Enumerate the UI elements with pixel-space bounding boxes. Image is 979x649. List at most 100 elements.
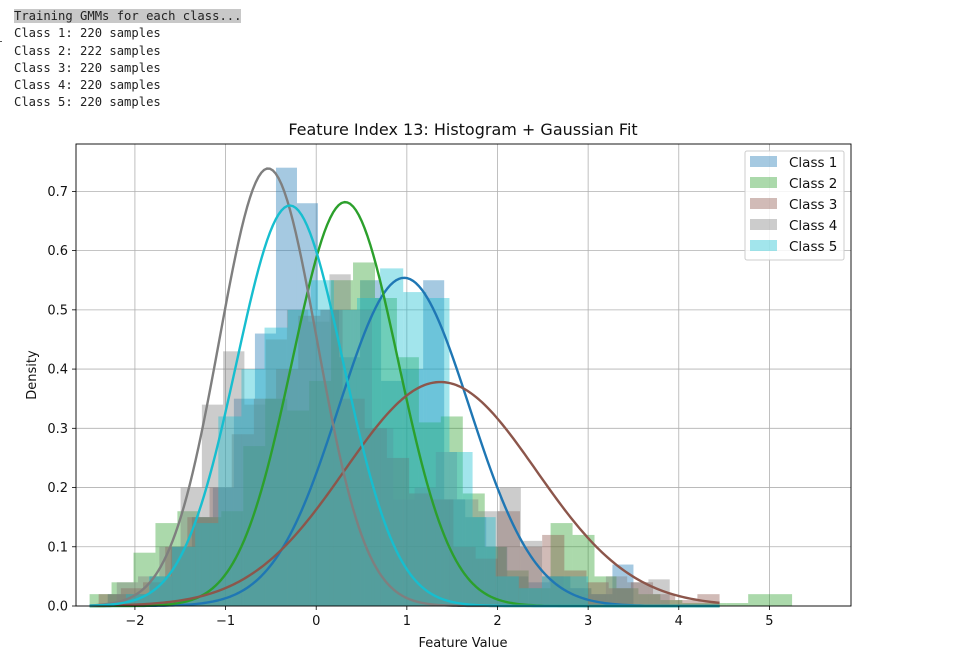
y-tick-label: 0.4 [47,363,68,378]
console-output: Training GMMs for each class... Class 1:… [14,8,242,112]
histogram-bar [223,351,245,606]
histogram-bar [298,315,321,606]
histogram-bar [426,298,450,606]
histogram-bar [296,203,319,606]
histogram-bar [149,576,171,606]
histogram-bar [414,487,436,606]
axis-ticks: −2 −1 0 1 2 3 4 5 0.0 0.1 0.2 0.3 0.4 0.5 0.6 0.7 [47,185,773,629]
chart-title: Feature Index 13: Histogram + Gaussian F… [288,120,637,139]
histogram-bar [682,603,705,606]
histogram-series-5 [125,268,589,606]
legend-label-4: Class 4 [789,218,837,234]
y-tick-label: 0.3 [47,422,68,437]
histogram-bar [486,546,508,606]
histogram-bar [309,380,332,606]
histogram-bar [310,280,334,606]
console-line: Class 4: 220 samples [14,78,161,93]
x-axis-label: Feature Value [419,636,508,649]
histogram-bar [172,546,196,606]
histogram-bar [478,511,500,606]
histogram-bar [572,534,595,606]
histogram-bar [465,517,487,606]
histogram-bar [253,398,277,606]
histogram-bar [331,280,354,606]
histogram-bar [177,511,200,606]
histogram-bar [98,594,121,606]
histogram-bar [440,416,463,606]
legend-label-3: Class 3 [789,197,837,213]
histogram-bar [243,446,266,606]
histogram-bar [519,546,543,606]
legend-label-5: Class 5 [789,239,837,255]
histogram-bar [507,576,529,606]
plot-frame [75,143,852,607]
histogram-bar [244,404,266,606]
histogram-bar [648,579,670,606]
legend-label-2: Class 2 [789,176,837,192]
histogram-bar [233,398,255,606]
histogram-bar [449,452,473,606]
histogram-bar [333,309,357,606]
histogram-bar [431,499,454,606]
y-tick-label: 0.0 [47,600,68,615]
histogram-bar [165,546,188,606]
y-tick-label: 0.7 [47,185,68,200]
histogram-bar [241,369,265,606]
histogram-bar [612,564,634,606]
histogram-bar [402,369,424,606]
histogram-bar [356,298,381,606]
histogram-bar [191,517,213,606]
histogram-bar [350,309,372,606]
histogram-bar [111,582,134,606]
histogram-bar [675,600,698,606]
histogram-bar [170,546,192,606]
histogram-bar [475,558,498,606]
histogram-bar [418,422,441,606]
output-gutter-mark [0,41,2,42]
histogram-bar [287,410,310,606]
histogram-bar [403,292,427,606]
histogram-bar [254,333,276,606]
x-tick-label: 0 [312,614,320,629]
histogram-bar [287,309,311,606]
histogram-bar [770,594,793,606]
histogram-bar [591,594,613,606]
histogram-bar [616,588,639,606]
console-line: Class 2: 222 samples [14,43,161,58]
console-status-highlight: Training GMMs for each class... [14,9,242,23]
histogram-bar [212,487,234,606]
console-line: Class 3: 220 samples [14,60,161,75]
console-line: Training GMMs for each class... [14,8,242,25]
histogram-bar [201,404,224,606]
histogram-bar [435,452,458,606]
legend-swatch-5 [750,240,777,251]
histogram-bar [393,499,415,606]
histogram-bar [195,523,219,606]
legend-label-1: Class 1 [789,155,837,171]
x-tick-label: 2 [493,614,501,629]
legend-box [744,150,845,261]
y-axis-label: Density [25,350,40,400]
console-line: Class 1: 220 samples [14,26,161,41]
histogram-bar [541,576,566,606]
histogram-bar [457,499,479,606]
histogram-bar [276,369,299,606]
histogram-bar [697,594,720,606]
histogram-bar [329,274,351,606]
x-tick-label: 1 [403,614,411,629]
histogram-bar [453,546,476,606]
histogram-bar [497,511,520,606]
histogram-bar [360,280,382,606]
histogram-bar [138,576,160,606]
x-tick-label: 4 [675,614,683,629]
histogram-bar [726,603,749,606]
y-tick-label: 0.1 [47,540,68,555]
histogram-bar [704,603,727,606]
histogram-bar [107,594,129,606]
histogram-bar [518,588,542,606]
gaussian-curve-3 [89,380,720,607]
legend-swatch-3 [750,198,777,209]
histogram-series-2 [89,262,793,606]
histogram-bar [143,582,166,606]
